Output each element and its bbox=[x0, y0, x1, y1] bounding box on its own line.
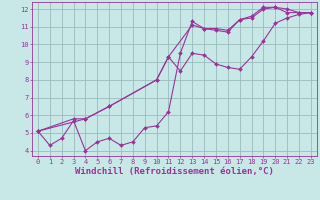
X-axis label: Windchill (Refroidissement éolien,°C): Windchill (Refroidissement éolien,°C) bbox=[75, 167, 274, 176]
